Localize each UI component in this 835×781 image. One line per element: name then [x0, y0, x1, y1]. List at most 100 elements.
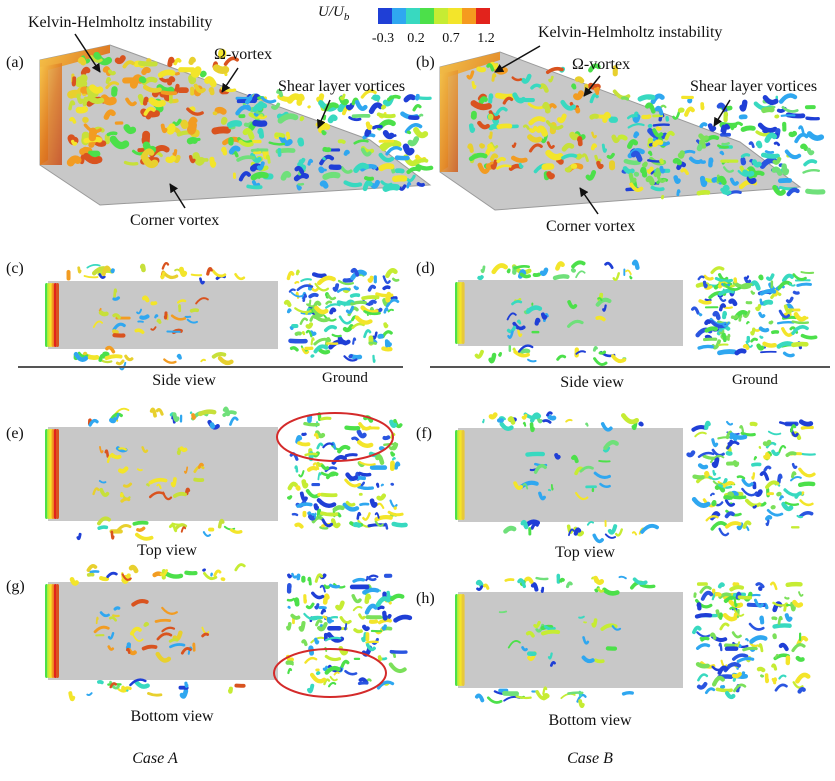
vortex-structure: [95, 616, 99, 625]
vortex-structure: [319, 511, 339, 517]
vortex-structure: [732, 281, 752, 290]
vortex-structure: [340, 93, 346, 101]
vortex-structure: [543, 625, 556, 631]
vortex-structure: [403, 94, 416, 103]
vortex-structure: [524, 576, 534, 584]
vortex-structure: [495, 106, 508, 116]
vortex-structure: [274, 132, 286, 138]
vortex-structure: [141, 644, 158, 651]
vortex-structure: [159, 569, 168, 577]
vortex-structure: [755, 130, 771, 137]
vortex-structure: [477, 275, 484, 281]
vortex-structure: [519, 272, 531, 279]
vortex-structure: [76, 532, 82, 541]
vortex-structure: [470, 100, 492, 111]
vortex-structure: [705, 515, 719, 522]
vortex-structure: [480, 265, 486, 274]
highlight-ellipse: [273, 648, 387, 698]
vortex-structure: [188, 56, 196, 65]
vortex-structure: [317, 347, 331, 355]
vortex-structure: [365, 643, 376, 652]
vortex-structure: [771, 166, 783, 176]
vortex-structure: [711, 438, 719, 448]
vortex-structure: [739, 99, 748, 112]
vortex-structure: [686, 450, 696, 458]
panel-a-arrows: [74, 33, 331, 209]
vortex-structure: [637, 94, 656, 102]
vortex-structure: [353, 628, 363, 634]
vortex-structure: [745, 340, 753, 348]
panel-b-shear-annotation: Shear layer vortices: [690, 78, 818, 95]
vortex-structure: [119, 361, 127, 371]
vortex-structure: [570, 268, 576, 273]
vortex-structure: [516, 319, 522, 325]
vortex-structure: [128, 564, 139, 574]
vortex-structure: [655, 126, 662, 131]
vortex-structure: [309, 672, 327, 684]
vortex-structure: [134, 680, 150, 689]
vortex-structure: [604, 533, 617, 539]
vortex-structure: [602, 587, 620, 596]
vortex-structure: [135, 532, 154, 541]
vortex-structure: [771, 677, 775, 683]
vortex-structure: [571, 83, 577, 90]
vortex-structure: [772, 184, 786, 196]
vortex-structure: [709, 492, 715, 497]
vortex-structure: [750, 290, 756, 295]
vortex-structure: [92, 320, 104, 328]
vortex-structure: [317, 275, 336, 286]
vortex-structure: [223, 56, 239, 66]
vortex-structure: [363, 329, 372, 339]
vortex-structure: [343, 180, 363, 188]
panel-b-3d-figure: [439, 51, 826, 211]
vortex-structure: [352, 605, 363, 612]
vortex-structure: [123, 124, 137, 135]
vortex-structure: [569, 131, 580, 141]
vortex-structure: [85, 354, 100, 360]
vortex-structure: [714, 501, 724, 507]
vortex-structure: [691, 425, 708, 432]
vortex-cloud: [66, 262, 400, 371]
colorbar-swatch: [462, 8, 476, 24]
vortex-structure: [415, 158, 429, 165]
vortex-structure: [374, 512, 380, 519]
vortex-structure: [740, 157, 747, 166]
nose-band: [56, 283, 59, 347]
vortex-structure: [778, 642, 789, 652]
vortex-structure: [575, 270, 586, 279]
vortex-structure: [195, 297, 209, 305]
vortex-structure: [722, 321, 730, 328]
vortex-structure: [529, 422, 535, 433]
vortex-structure: [314, 305, 329, 315]
vortex-structure: [143, 621, 149, 627]
vortex-structure: [780, 114, 796, 117]
vortex-structure: [791, 643, 806, 653]
vortex-structure: [211, 126, 231, 135]
vortex-structure: [325, 303, 341, 309]
vortex-structure: [565, 418, 573, 423]
vortex-structure: [758, 274, 764, 281]
vortex-structure: [488, 110, 501, 121]
vortex-structure: [77, 266, 82, 274]
vortex-structure: [595, 297, 612, 307]
vortex-structure: [510, 155, 528, 163]
vortex-structure: [751, 159, 762, 168]
vortex-structure: [122, 482, 133, 488]
vortex-structure: [692, 474, 705, 480]
vortex-structure: [79, 154, 85, 165]
vortex-structure: [720, 124, 726, 133]
panel-b-omega-annotation: Ω-vortex: [572, 56, 631, 73]
vortex-structure: [301, 347, 310, 355]
vortex-structure: [121, 573, 131, 584]
vortex-structure: [283, 299, 292, 308]
vortex-structure: [742, 343, 750, 350]
panel-c-ground-label: Ground: [322, 370, 368, 386]
case-b-label: Case B: [567, 750, 613, 767]
vortex-structure: [265, 154, 271, 164]
vortex-structure: [482, 418, 485, 424]
vortex-structure: [201, 632, 210, 638]
vortex-structure: [477, 162, 490, 174]
vortex-structure: [791, 325, 809, 335]
colorbar-swatch: [378, 8, 392, 24]
vortex-structure: [696, 190, 711, 196]
